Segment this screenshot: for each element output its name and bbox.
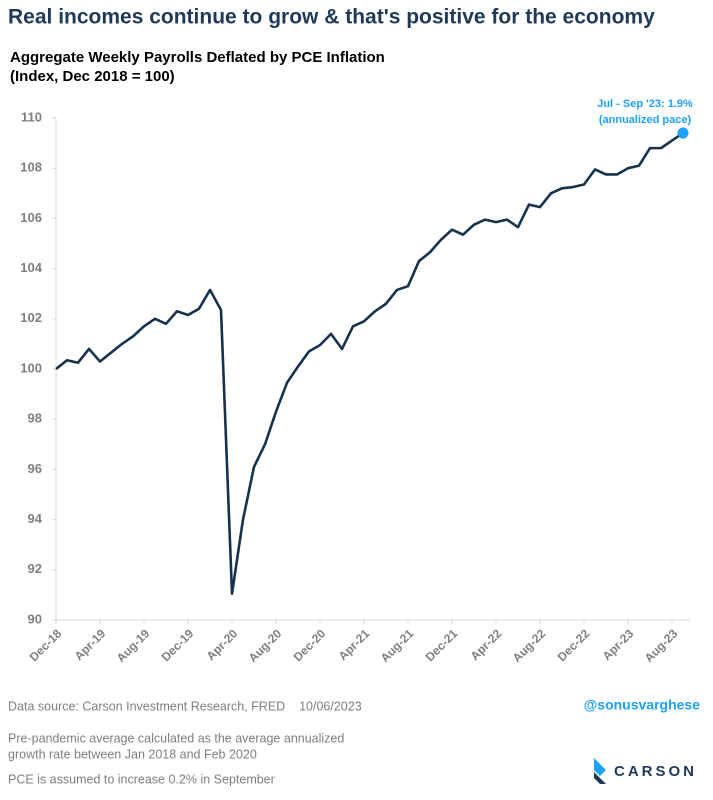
- y-tick-label: 98: [28, 411, 42, 426]
- method-note: Pre-pandemic average calculated as the a…: [8, 731, 344, 745]
- brand-name: CARSON: [614, 763, 697, 780]
- x-tick-label: Aug-22: [510, 626, 549, 665]
- y-tick-label: 104: [20, 260, 42, 275]
- logo-shape: [594, 772, 606, 784]
- x-tick-label: Apr-22: [468, 626, 505, 663]
- chart-subtitle: (Index, Dec 2018 = 100): [10, 68, 175, 85]
- y-tick-label: 110: [21, 109, 42, 124]
- chart-subtitle: Aggregate Weekly Payrolls Deflated by PC…: [10, 49, 385, 66]
- x-tick-label: Aug-21: [378, 626, 417, 665]
- x-tick-label: Apr-21: [336, 626, 373, 663]
- x-tick-label: Dec-19: [159, 626, 197, 664]
- x-tick-label: Aug-23: [642, 626, 681, 665]
- method-note: growth rate between Jan 2018 and Feb 202…: [8, 747, 257, 761]
- author-handle: @sonusvarghese: [584, 697, 701, 713]
- x-tick-label: Apr-19: [72, 626, 109, 663]
- y-tick-label: 90: [28, 611, 42, 626]
- x-tick-label: Aug-20: [246, 626, 285, 665]
- y-tick-label: 94: [28, 511, 43, 526]
- y-tick-label: 96: [28, 461, 42, 476]
- latest-point: [677, 127, 689, 139]
- x-tick-label: Dec-22: [555, 626, 593, 664]
- assumption-note: PCE is assumed to increase 0.2% in Septe…: [8, 772, 275, 786]
- y-tick-label: 92: [28, 561, 42, 576]
- source-note: Data source: Carson Investment Research,…: [8, 699, 362, 713]
- x-tick-label: Dec-18: [27, 626, 65, 664]
- y-tick-label: 108: [20, 160, 42, 175]
- x-tick-label: Apr-20: [204, 626, 241, 663]
- brand-logo: CARSON: [594, 758, 697, 784]
- data-line: [55, 131, 684, 595]
- annotation: (annualized pace): [599, 114, 692, 126]
- x-tick-label: Dec-20: [291, 626, 329, 664]
- x-tick-label: Aug-19: [114, 626, 153, 665]
- y-tick-label: 106: [20, 210, 42, 225]
- chart-title: Real incomes continue to grow & that's p…: [8, 6, 655, 29]
- x-tick-label: Apr-23: [600, 626, 637, 663]
- y-tick-label: 100: [20, 360, 42, 375]
- logo-shape: [594, 758, 606, 776]
- x-tick-label: Dec-21: [423, 626, 461, 664]
- annotation: Jul - Sep '23: 1.9%: [597, 98, 693, 110]
- y-tick-label: 102: [20, 310, 42, 325]
